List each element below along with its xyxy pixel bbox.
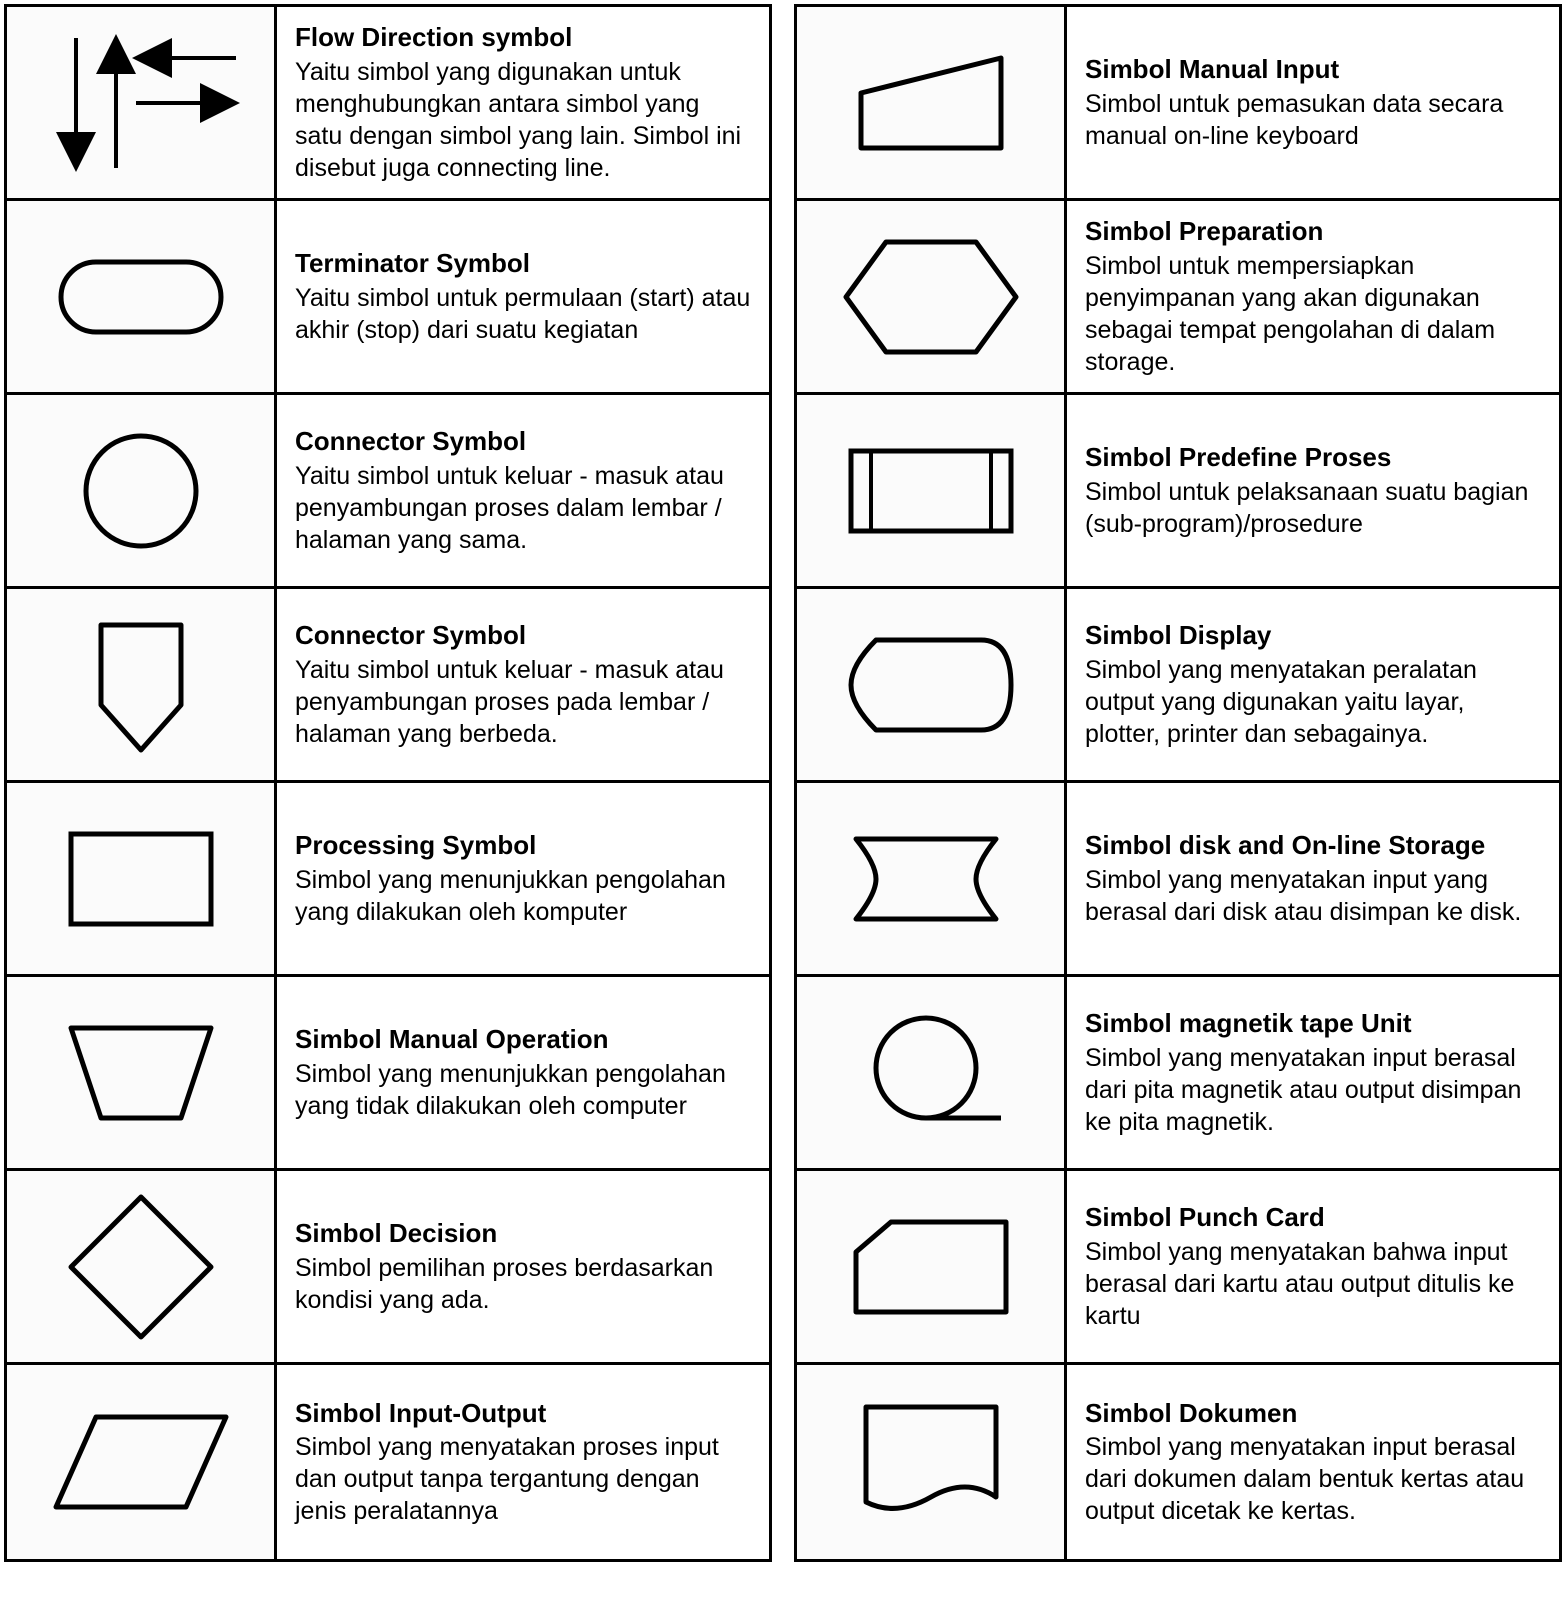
title: Simbol Display: [1085, 619, 1541, 652]
row-disk-storage: Simbol disk and On-line Storage Simbol y…: [797, 783, 1559, 977]
title: Simbol Punch Card: [1085, 1201, 1541, 1234]
document-text: Simbol Dokumen Simbol yang menyatakan in…: [1067, 1365, 1559, 1559]
desc: Simbol untuk pelaksanaan suatu bagian (s…: [1085, 476, 1541, 540]
disk-storage-text: Simbol disk and On-line Storage Simbol y…: [1067, 783, 1559, 974]
row-connector-same: Connector Symbol Yaitu simbol untuk kelu…: [7, 395, 769, 589]
row-flow-direction: Flow Direction symbol Yaitu simbol yang …: [7, 7, 769, 201]
desc: Yaitu simbol untuk permulaan (start) ata…: [295, 282, 751, 346]
punch-card-text: Simbol Punch Card Simbol yang menyatakan…: [1067, 1171, 1559, 1362]
input-output-text: Simbol Input-Output Simbol yang menyatak…: [277, 1365, 769, 1559]
manual-input-text: Simbol Manual Input Simbol untuk pemasuk…: [1067, 7, 1559, 198]
flow-direction-text: Flow Direction symbol Yaitu simbol yang …: [277, 7, 769, 198]
title: Simbol Manual Operation: [295, 1023, 751, 1056]
punch-card-icon: [797, 1171, 1067, 1362]
desc: Simbol yang menunjukkan pengolahan yang …: [295, 1058, 751, 1122]
connector-diff-text: Connector Symbol Yaitu simbol untuk kelu…: [277, 589, 769, 780]
right-column: Simbol Manual Input Simbol untuk pemasuk…: [794, 4, 1562, 1562]
row-document: Simbol Dokumen Simbol yang menyatakan in…: [797, 1365, 1559, 1559]
title: Connector Symbol: [295, 619, 751, 652]
row-input-output: Simbol Input-Output Simbol yang menyatak…: [7, 1365, 769, 1559]
title: Simbol Preparation: [1085, 215, 1541, 248]
decision-icon: [7, 1171, 277, 1362]
terminator-text: Terminator Symbol Yaitu simbol untuk per…: [277, 201, 769, 392]
desc: Yaitu simbol untuk keluar - masuk atau p…: [295, 460, 751, 556]
disk-storage-icon: [797, 783, 1067, 974]
connector-diff-icon: [7, 589, 277, 780]
manual-input-icon: [797, 7, 1067, 198]
row-manual-operation: Simbol Manual Operation Simbol yang menu…: [7, 977, 769, 1171]
desc: Simbol yang menyatakan peralatan output …: [1085, 654, 1541, 750]
title: Simbol disk and On-line Storage: [1085, 829, 1541, 862]
predefine-process-text: Simbol Predefine Proses Simbol untuk pel…: [1067, 395, 1559, 586]
preparation-icon: [797, 201, 1067, 392]
title: Simbol magnetik tape Unit: [1085, 1007, 1541, 1040]
left-column: Flow Direction symbol Yaitu simbol yang …: [4, 4, 772, 1562]
processing-icon: [7, 783, 277, 974]
title: Processing Symbol: [295, 829, 751, 862]
title: Connector Symbol: [295, 425, 751, 458]
desc: Simbol yang menyatakan bahwa input beras…: [1085, 1236, 1541, 1332]
terminator-icon: [7, 201, 277, 392]
decision-text: Simbol Decision Simbol pemilihan proses …: [277, 1171, 769, 1362]
manual-operation-text: Simbol Manual Operation Simbol yang menu…: [277, 977, 769, 1168]
desc: Yaitu simbol untuk keluar - masuk atau p…: [295, 654, 751, 750]
row-magnetic-tape: Simbol magnetik tape Unit Simbol yang me…: [797, 977, 1559, 1171]
manual-operation-icon: [7, 977, 277, 1168]
title: Terminator Symbol: [295, 247, 751, 280]
display-icon: [797, 589, 1067, 780]
title: Simbol Input-Output: [295, 1397, 751, 1430]
row-decision: Simbol Decision Simbol pemilihan proses …: [7, 1171, 769, 1365]
title: Flow Direction symbol: [295, 21, 751, 54]
desc: Simbol yang menyatakan proses input dan …: [295, 1431, 751, 1527]
desc: Simbol yang menyatakan input berasal dar…: [1085, 1431, 1541, 1527]
row-display: Simbol Display Simbol yang menyatakan pe…: [797, 589, 1559, 783]
row-predefine-process: Simbol Predefine Proses Simbol untuk pel…: [797, 395, 1559, 589]
flow-direction-icon: [7, 7, 277, 198]
row-manual-input: Simbol Manual Input Simbol untuk pemasuk…: [797, 7, 1559, 201]
desc: Simbol untuk mempersiapkan penyimpanan y…: [1085, 250, 1541, 378]
desc: Simbol untuk pemasukan data secara manua…: [1085, 88, 1541, 152]
desc: Simbol yang menyatakan input yang berasa…: [1085, 864, 1541, 928]
title: Simbol Predefine Proses: [1085, 441, 1541, 474]
desc: Yaitu simbol yang digunakan untuk menghu…: [295, 56, 751, 184]
predefine-process-icon: [797, 395, 1067, 586]
connector-same-text: Connector Symbol Yaitu simbol untuk kelu…: [277, 395, 769, 586]
symbol-reference-grid: Flow Direction symbol Yaitu simbol yang …: [4, 4, 1562, 1562]
magnetic-tape-text: Simbol magnetik tape Unit Simbol yang me…: [1067, 977, 1559, 1168]
magnetic-tape-icon: [797, 977, 1067, 1168]
input-output-icon: [7, 1365, 277, 1559]
connector-same-icon: [7, 395, 277, 586]
desc: Simbol yang menyatakan input berasal dar…: [1085, 1042, 1541, 1138]
processing-text: Processing Symbol Simbol yang menunjukka…: [277, 783, 769, 974]
preparation-text: Simbol Preparation Simbol untuk mempersi…: [1067, 201, 1559, 392]
title: Simbol Dokumen: [1085, 1397, 1541, 1430]
desc: Simbol yang menunjukkan pengolahan yang …: [295, 864, 751, 928]
row-terminator: Terminator Symbol Yaitu simbol untuk per…: [7, 201, 769, 395]
row-preparation: Simbol Preparation Simbol untuk mempersi…: [797, 201, 1559, 395]
row-punch-card: Simbol Punch Card Simbol yang menyatakan…: [797, 1171, 1559, 1365]
title: Simbol Manual Input: [1085, 53, 1541, 86]
display-text: Simbol Display Simbol yang menyatakan pe…: [1067, 589, 1559, 780]
title: Simbol Decision: [295, 1217, 751, 1250]
desc: Simbol pemilihan proses berdasarkan kond…: [295, 1252, 751, 1316]
document-icon: [797, 1365, 1067, 1559]
row-connector-diff: Connector Symbol Yaitu simbol untuk kelu…: [7, 589, 769, 783]
row-processing: Processing Symbol Simbol yang menunjukka…: [7, 783, 769, 977]
